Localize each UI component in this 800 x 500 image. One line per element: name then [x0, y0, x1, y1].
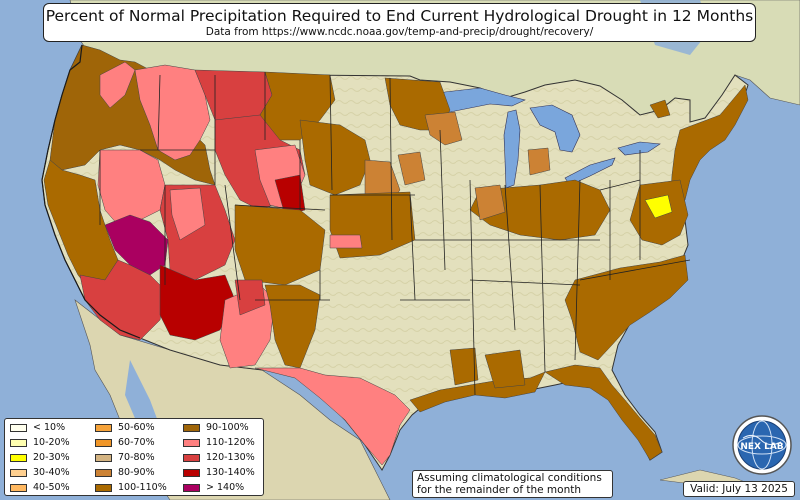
legend-swatch [95, 438, 112, 447]
legend-item: 80-90% [95, 467, 155, 478]
legend-label: 90-100% [206, 422, 249, 433]
legend-swatch [10, 438, 27, 447]
legend-item: 60-70% [95, 437, 155, 448]
legend-label: 50-60% [118, 422, 155, 433]
legend-item: > 140% [183, 482, 244, 493]
legend-label: 80-90% [118, 467, 155, 478]
legend-swatch [10, 453, 27, 462]
region-colorado [234, 204, 326, 286]
lake-michigan [503, 109, 521, 189]
legend-swatch [10, 468, 27, 477]
region-texas-pink [254, 367, 411, 466]
note-line-2: for the remainder of the month [417, 484, 582, 496]
legend-item: 50-60% [95, 422, 155, 433]
legend-item: 100-110% [95, 482, 167, 493]
legend-swatch [95, 453, 112, 462]
legend-item: 70-80% [95, 452, 155, 463]
region-al [484, 349, 526, 389]
lake-ontario [617, 141, 661, 156]
legend-label: 30-40% [33, 467, 70, 478]
globe-icon: NEX LAB [732, 415, 792, 475]
legend-swatch [95, 468, 112, 477]
legend-item: 120-130% [183, 452, 255, 463]
region-carolinas [564, 254, 689, 361]
region-md-20 [644, 194, 673, 219]
region-wy-dark [274, 174, 306, 216]
legend-item: 20-30% [10, 452, 70, 463]
region-mn-80 [397, 151, 426, 186]
legend-item: 130-140% [183, 467, 255, 478]
legend-label: 120-130% [206, 452, 255, 463]
legend-label: 130-140% [206, 467, 255, 478]
region-northeast [669, 84, 749, 206]
valid-date: Valid: July 13 2025 [683, 481, 795, 497]
legend-item: 110-120% [183, 437, 255, 448]
region-idaho [134, 64, 211, 161]
legend-swatch [10, 423, 27, 432]
legend-swatch [95, 423, 112, 432]
legend-label: 100-110% [118, 482, 167, 493]
map-subtitle: Data from https://www.ncdc.noaa.gov/temp… [205, 26, 594, 38]
coastline [41, 44, 141, 339]
region-michigan-80 [527, 147, 551, 176]
region-indiana-80 [474, 184, 506, 221]
region-wa-110 [99, 61, 136, 109]
logo-text: NEX LAB [740, 442, 783, 452]
region-nm-red [234, 279, 266, 316]
title-box: Percent of Normal Precipitation Required… [43, 3, 756, 42]
legend-item: < 10% [10, 422, 65, 433]
legend-item: 40-50% [10, 482, 70, 493]
region-florida [544, 364, 663, 461]
legend-swatch [183, 453, 200, 462]
legend-label: > 140% [206, 482, 245, 493]
legend-swatch [183, 483, 200, 492]
legend-item: 10-20% [10, 437, 70, 448]
region-mi-up [649, 99, 671, 119]
region-ohio-valley [469, 179, 611, 241]
legend-label: 60-70% [118, 437, 155, 448]
legend-label: 110-120% [206, 437, 255, 448]
legend-swatch [183, 468, 200, 477]
legend-swatch [183, 423, 200, 432]
region-wi-80 [424, 111, 463, 146]
legend-item: 30-40% [10, 467, 70, 478]
region-ks-pink [329, 234, 363, 249]
region-ms-la [449, 347, 479, 386]
legend-label: 70-80% [118, 452, 155, 463]
legend-swatch [183, 438, 200, 447]
state-borders [99, 72, 691, 396]
legend: < 10% 10-20% 20-30% 30-40% 40-50% 50-60% 60-70… [4, 418, 264, 496]
legend-label: 20-30% [33, 452, 70, 463]
legend-swatch [95, 483, 112, 492]
note-box: Assuming climatological conditions for t… [412, 470, 613, 498]
drought-regions [43, 44, 749, 466]
legend-item: 90-100% [183, 422, 249, 433]
region-utah-pink [169, 187, 206, 241]
region-oregon-pink [97, 149, 166, 226]
region-az-dark [159, 264, 236, 341]
legend-swatch [10, 483, 27, 492]
legend-label: < 10% [33, 422, 66, 433]
legend-label: 40-50% [33, 482, 70, 493]
legend-label: 10-20% [33, 437, 70, 448]
region-nebraska [299, 119, 371, 196]
map-title: Percent of Normal Precipitation Required… [45, 7, 754, 25]
note-line-1: Assuming climatological conditions [417, 472, 602, 484]
lake-huron [529, 104, 581, 153]
